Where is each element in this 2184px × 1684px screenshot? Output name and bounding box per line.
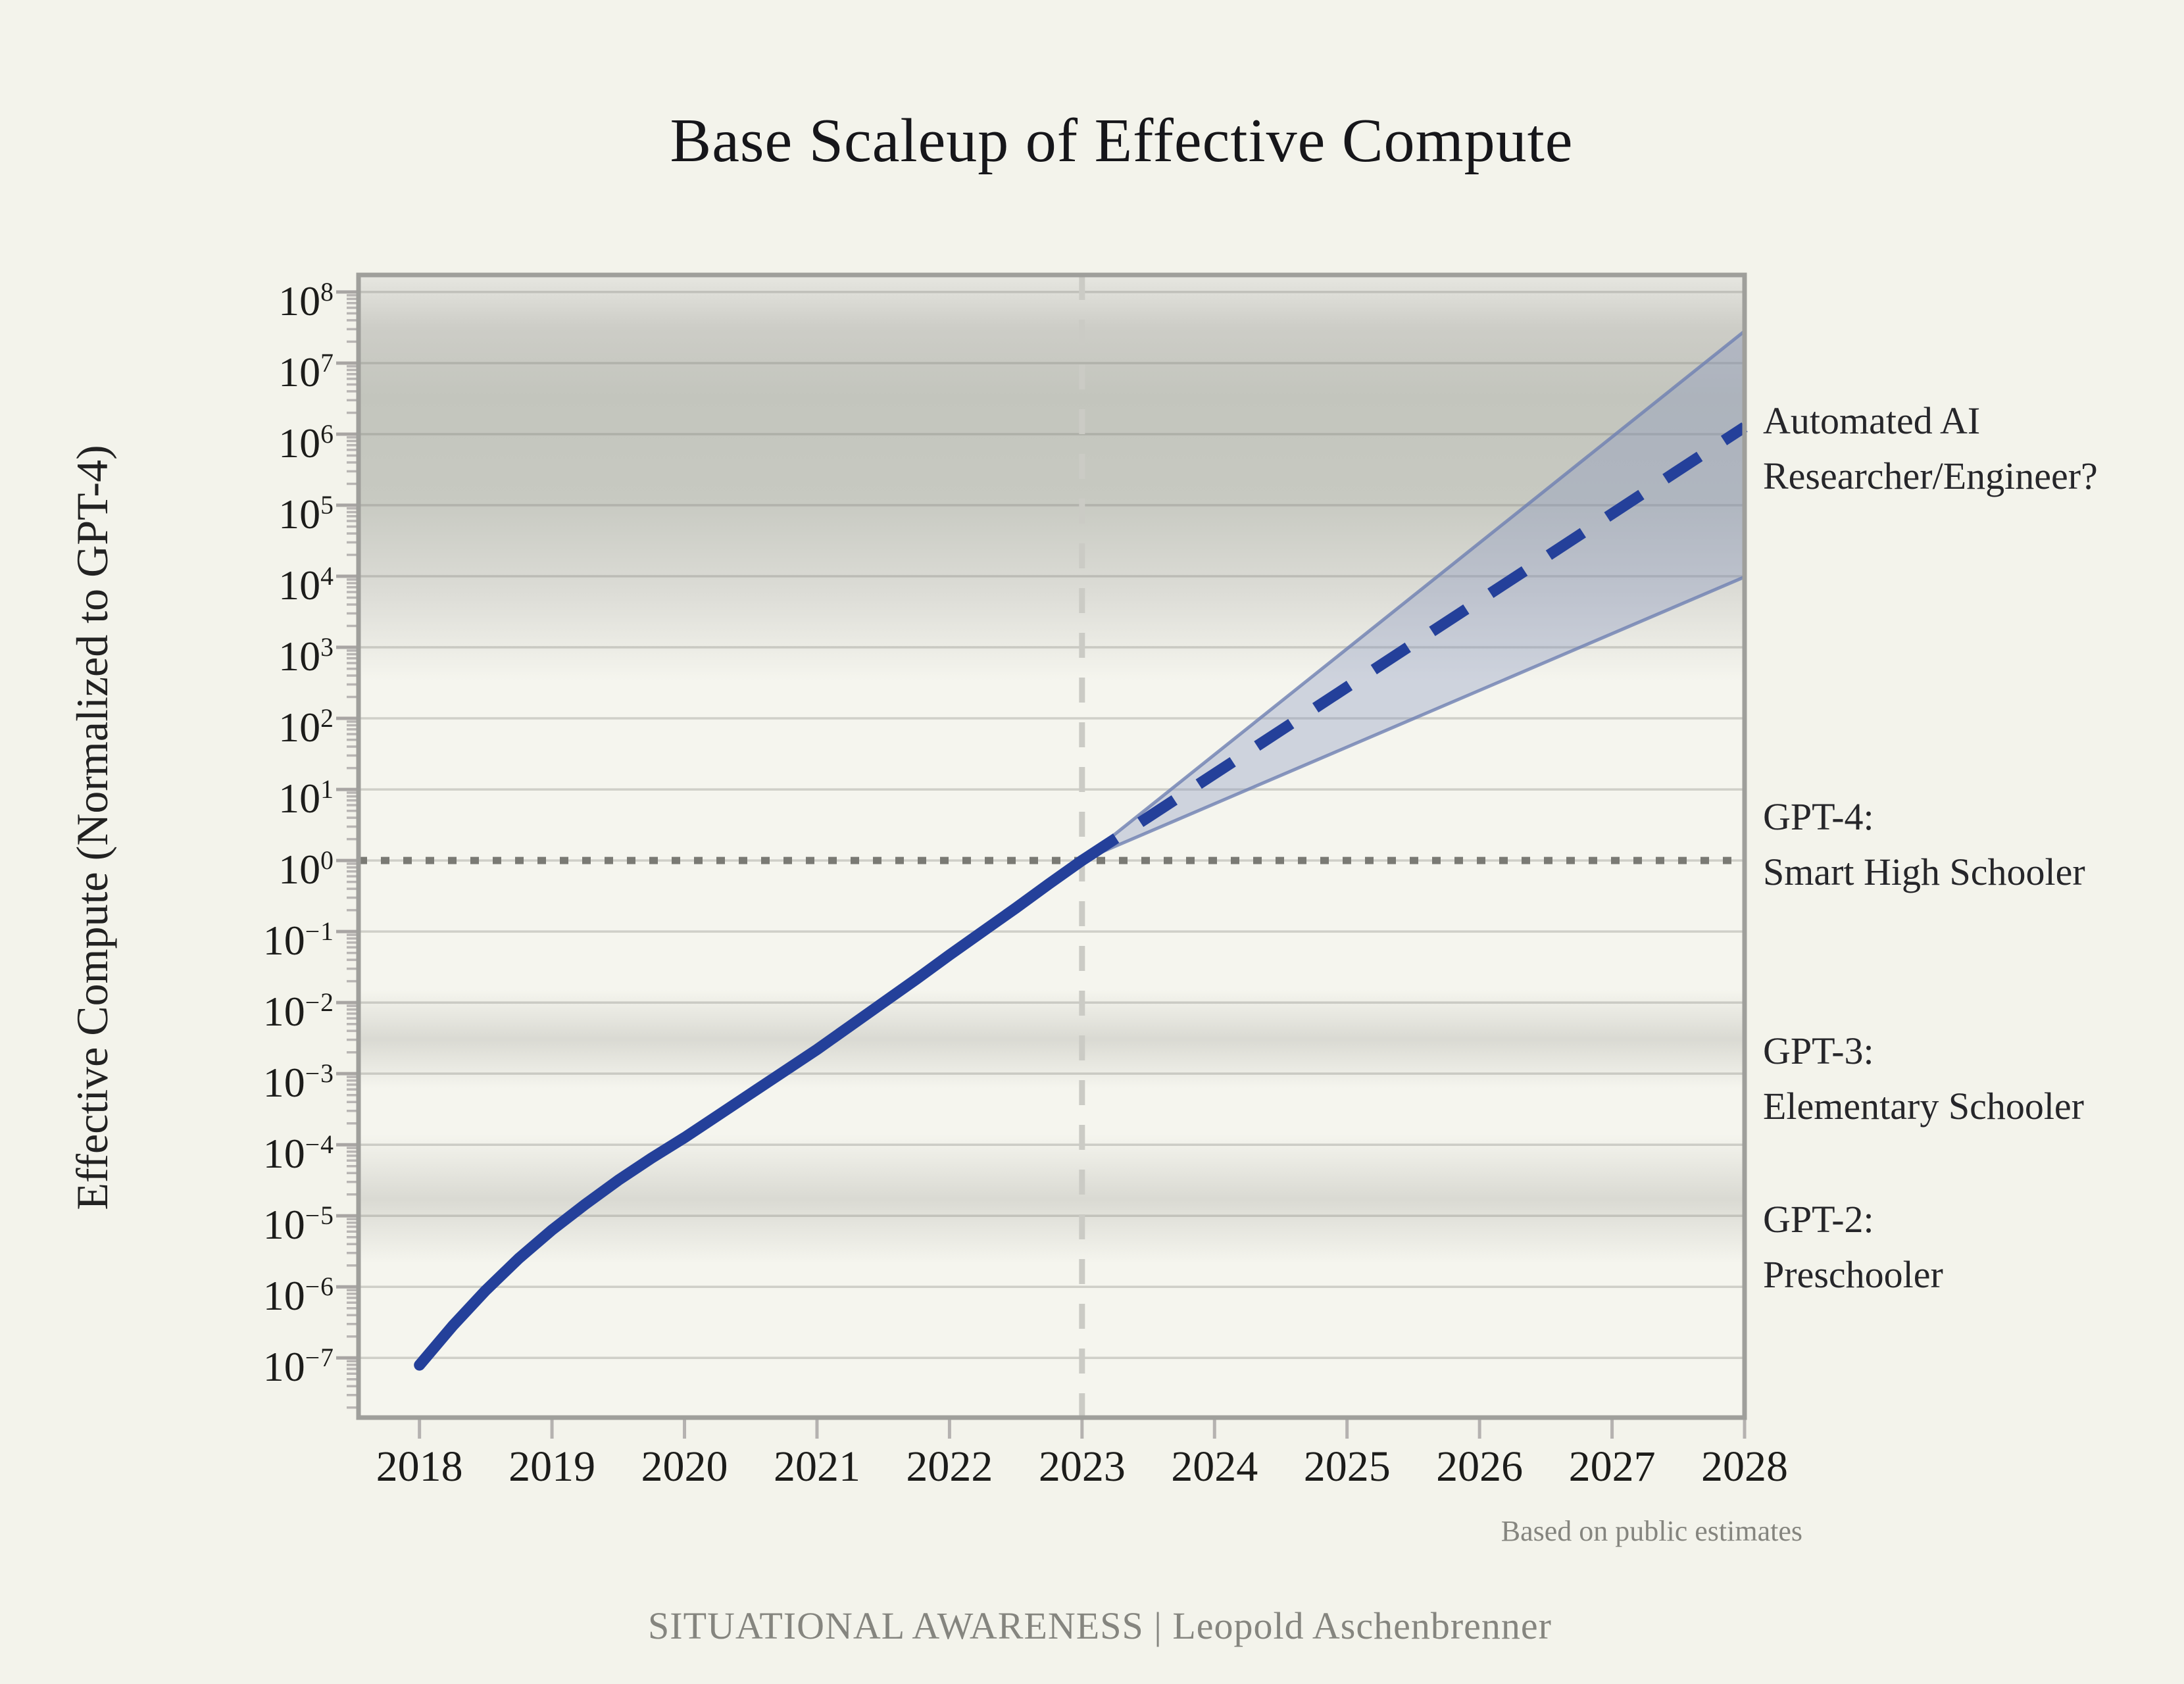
annotation-line: Researcher/Engineer? — [1763, 455, 2098, 497]
annotation-line: GPT-2: — [1763, 1198, 1874, 1241]
y-tick-label-10e-2: 10−2 — [262, 987, 334, 1035]
y-tick-label-10e-7: 10−7 — [262, 1343, 334, 1391]
y-tick-label-10e-6: 10−6 — [262, 1272, 334, 1320]
annotation-line: Automated AI — [1763, 399, 1981, 442]
x-tick-label-2026: 2026 — [1436, 1443, 1524, 1491]
annotation-automated-ai-researcher: Automated AI Researcher/Engineer? — [1763, 393, 2098, 504]
annotation-line: Smart High Schooler — [1763, 851, 2085, 893]
annotation-line: Elementary Schooler — [1763, 1085, 2084, 1127]
band-gpt2-zone — [359, 1135, 1745, 1264]
y-tick-label-10e1: 101 — [278, 774, 334, 822]
y-tick-label-10e6: 106 — [278, 419, 334, 466]
x-tick-label-2023: 2023 — [1038, 1443, 1126, 1491]
source-note: Based on public estimates — [1501, 1515, 1802, 1547]
y-tick-label-10e7: 107 — [278, 348, 334, 395]
y-tick-label-10e3: 103 — [278, 632, 334, 680]
annotation-gpt-4: GPT-4: Smart High Schooler — [1763, 789, 2085, 900]
annotation-line: GPT-3: — [1763, 1029, 1874, 1072]
annotation-gpt-2: GPT-2: Preschooler — [1763, 1192, 1943, 1302]
series-historical-effective-compute — [414, 854, 1088, 1371]
y-tick-label-10e-1: 10−1 — [262, 916, 334, 964]
x-tick-label-2021: 2021 — [773, 1443, 860, 1491]
chart-title: Base Scaleup of Effective Compute — [670, 107, 1574, 175]
plot-border — [356, 272, 1747, 1420]
band-gpt3-zone — [359, 989, 1745, 1089]
annotation-line: Preschooler — [1763, 1253, 1943, 1296]
y-tick-label-10e-3: 10−3 — [262, 1058, 334, 1106]
annotation-gpt-3: GPT-3: Elementary Schooler — [1763, 1024, 2084, 1134]
x-tick-label-2024: 2024 — [1171, 1443, 1258, 1491]
y-tick-label-10e-5: 10−5 — [262, 1201, 334, 1249]
x-tick-label-2025: 2025 — [1303, 1443, 1391, 1491]
y-tick-label-10e4: 104 — [278, 561, 334, 608]
x-tick-label-2019: 2019 — [509, 1443, 596, 1491]
cone-lower-edge — [1081, 575, 1745, 862]
y-tick-label-10e0: 100 — [278, 845, 334, 893]
y-tick-label-10e5: 105 — [278, 490, 334, 537]
footer-attribution: SITUATIONAL AWARENESS | Leopold Aschenbr… — [648, 1604, 1552, 1647]
x-tick-label-2027: 2027 — [1568, 1443, 1656, 1491]
band-frontier-zone — [359, 275, 1745, 681]
y-tick-label-10e2: 102 — [278, 703, 334, 751]
series-projection — [1079, 422, 1748, 866]
annotation-line: GPT-4: — [1763, 795, 1874, 838]
x-tick-label-2020: 2020 — [641, 1443, 728, 1491]
x-tick-label-2028: 2028 — [1701, 1443, 1788, 1491]
y-tick-label-10e8: 108 — [278, 277, 334, 324]
cone-upper-edge — [1081, 330, 1746, 862]
x-tick-label-2018: 2018 — [376, 1443, 463, 1491]
y-tick-label-10e-4: 10−4 — [262, 1130, 334, 1177]
x-tick-label-2022: 2022 — [906, 1443, 993, 1491]
